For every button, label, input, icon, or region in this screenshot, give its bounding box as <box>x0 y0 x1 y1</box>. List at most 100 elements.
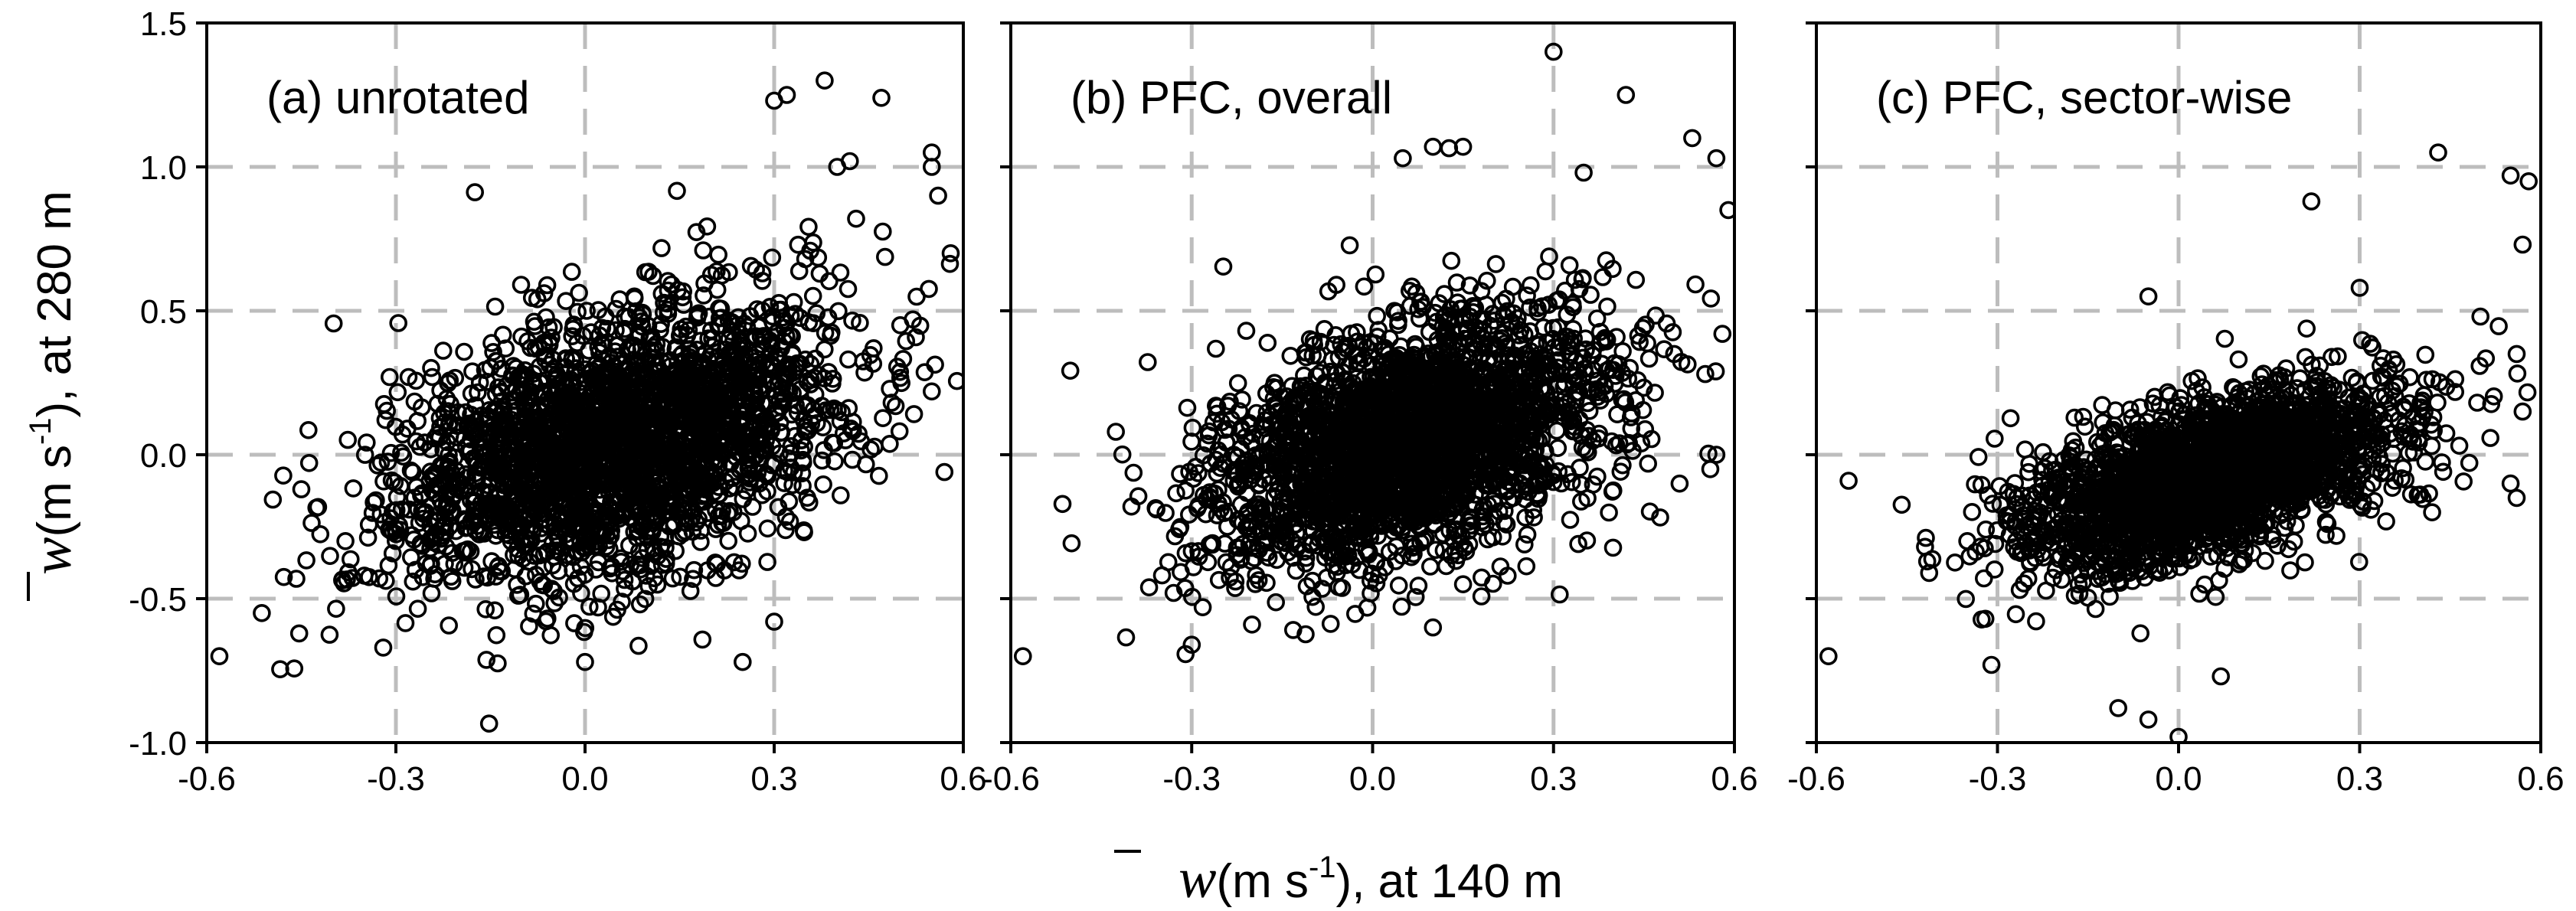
data-point <box>478 568 497 587</box>
data-point <box>571 557 590 576</box>
data-point <box>466 183 485 201</box>
data-point <box>412 486 430 505</box>
data-point <box>543 426 562 446</box>
data-point <box>1478 271 1496 290</box>
outlier-point <box>929 186 947 205</box>
data-point <box>401 548 420 567</box>
data-point <box>516 567 535 586</box>
data-point <box>760 414 778 433</box>
data-point <box>1321 615 1340 633</box>
data-point <box>629 636 648 655</box>
data-point <box>681 582 700 600</box>
data-point <box>1446 521 1464 540</box>
data-point <box>1702 289 1721 308</box>
data-point <box>552 521 571 539</box>
data-point <box>411 534 430 553</box>
data-point <box>1577 531 1597 550</box>
data-point <box>1389 576 1408 595</box>
data-point <box>696 344 715 362</box>
data-point <box>671 567 689 586</box>
data-point <box>562 263 581 281</box>
data-point <box>1567 361 1586 380</box>
data-point <box>734 490 753 508</box>
data-point <box>1139 578 1159 597</box>
data-point <box>693 630 712 649</box>
data-point <box>1594 268 1612 286</box>
data-point <box>1679 355 1697 374</box>
data-point <box>1427 540 1445 560</box>
data-point <box>1420 322 1439 341</box>
data-point <box>1409 576 1428 595</box>
data-point <box>1209 570 1228 589</box>
data-point <box>466 491 485 511</box>
data-point <box>1561 511 1580 529</box>
data-point <box>287 570 306 588</box>
data-point <box>767 349 786 367</box>
data-point <box>674 282 693 301</box>
data-point <box>543 556 562 575</box>
data-point <box>839 350 858 369</box>
data-point <box>1516 508 1535 527</box>
data-point <box>709 478 728 496</box>
data-point <box>655 405 675 424</box>
data-point <box>521 519 540 537</box>
data-point <box>652 239 671 257</box>
data-point <box>1264 377 1283 397</box>
data-point <box>477 651 496 669</box>
data-point <box>907 287 926 306</box>
data-point <box>302 514 321 532</box>
data-point <box>685 424 703 443</box>
data-point <box>597 439 616 458</box>
data-point <box>415 433 434 452</box>
data-point <box>1590 424 1608 443</box>
data-point <box>577 508 597 527</box>
data-point <box>582 323 600 341</box>
data-point <box>740 469 760 488</box>
data-point <box>894 350 913 368</box>
data-point <box>652 555 672 574</box>
data-point <box>528 422 547 440</box>
data-point <box>735 314 754 333</box>
data-point <box>695 366 714 384</box>
outlier-point <box>872 89 891 107</box>
data-point <box>1139 353 1157 371</box>
data-point <box>732 554 751 573</box>
data-point <box>651 527 670 546</box>
data-point <box>870 466 888 485</box>
data-point <box>597 537 616 556</box>
data-point <box>881 434 899 453</box>
data-point <box>1261 475 1280 493</box>
data-point <box>482 499 501 518</box>
data-point <box>1529 360 1548 379</box>
data-point <box>886 397 905 416</box>
data-point <box>422 584 441 602</box>
data-point <box>926 355 944 374</box>
data-point <box>790 354 809 373</box>
data-point <box>285 659 304 678</box>
data-point <box>344 479 363 498</box>
data-point <box>1300 330 1319 348</box>
data-point <box>843 311 861 330</box>
data-point <box>947 371 963 390</box>
data-point <box>776 521 795 540</box>
data-point <box>874 222 892 241</box>
data-point <box>1466 299 1485 318</box>
data-point <box>541 467 560 486</box>
data-point <box>865 339 883 358</box>
data-point <box>648 575 667 594</box>
data-point <box>335 574 354 593</box>
data-point <box>783 475 802 495</box>
data-point <box>1252 500 1271 519</box>
data-point <box>404 572 423 591</box>
data-point <box>564 574 584 593</box>
data-point <box>646 505 665 524</box>
data-point <box>800 493 819 512</box>
data-point <box>274 466 293 485</box>
data-point <box>534 576 554 595</box>
data-point <box>1587 309 1607 328</box>
data-point <box>1295 366 1313 385</box>
outlier-point <box>923 382 941 401</box>
data-point <box>775 318 794 338</box>
data-point <box>753 335 772 354</box>
